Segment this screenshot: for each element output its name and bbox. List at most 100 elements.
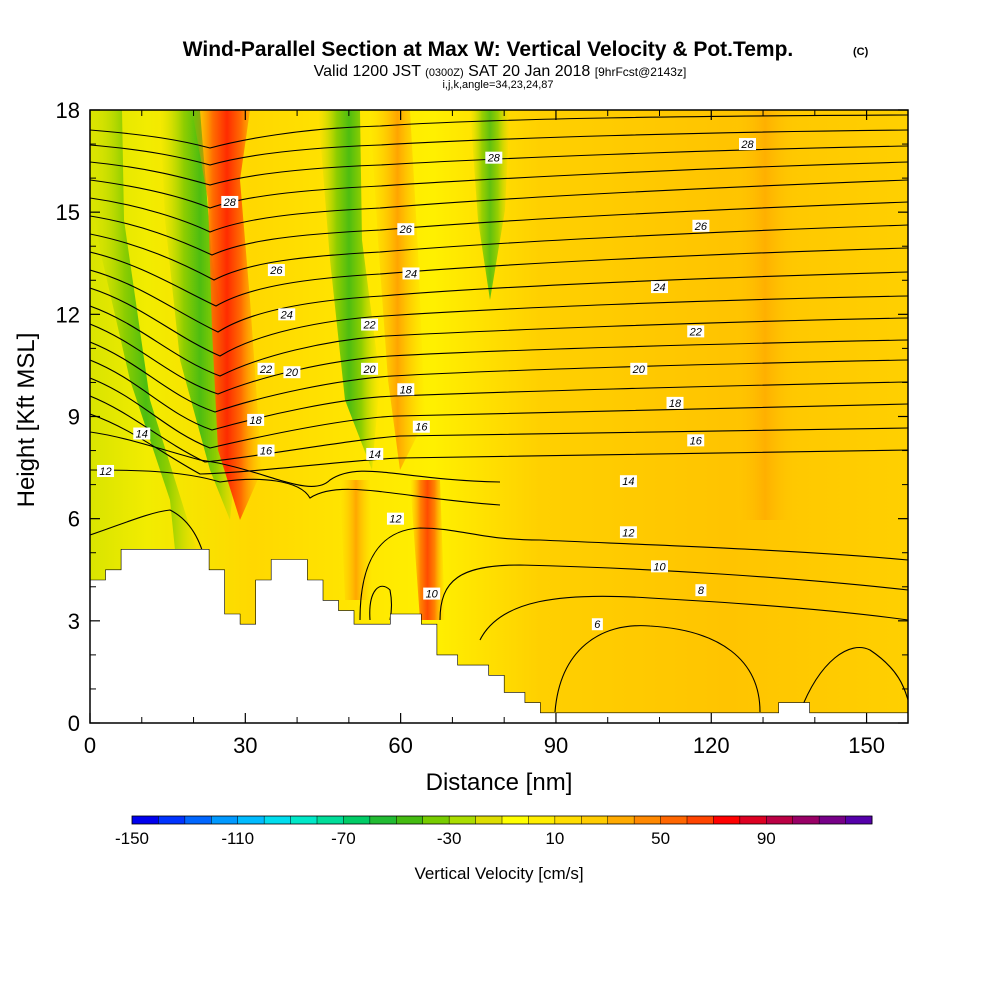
contour-label-bg xyxy=(247,413,265,426)
colorbar-swatch xyxy=(211,816,239,824)
contour-label: 14 xyxy=(622,476,634,488)
contour-label-bg xyxy=(257,362,275,375)
colorbar-swatch xyxy=(660,816,688,824)
contour-label-bg xyxy=(361,318,379,331)
contour-label: 12 xyxy=(389,514,401,526)
colorbar-swatch xyxy=(475,816,503,824)
colorbar-swatch xyxy=(766,816,794,824)
y-tick-label: 6 xyxy=(68,507,80,532)
contour-label-bg xyxy=(133,427,151,440)
contour-label-bg xyxy=(221,195,239,208)
colorbar-swatch xyxy=(158,816,186,824)
colorbar-swatch xyxy=(713,816,741,824)
colorbar-tick-label: -150 xyxy=(115,829,149,848)
theta-contour xyxy=(439,564,908,621)
contour-label-bg xyxy=(687,434,705,447)
theta-contour xyxy=(90,179,908,233)
contour-label-bg xyxy=(283,366,301,379)
theta-contour xyxy=(479,595,908,641)
theta-contour xyxy=(90,509,206,561)
contour-label: 26 xyxy=(269,265,283,277)
contour-label: 16 xyxy=(690,435,703,447)
theta-contour xyxy=(90,341,908,413)
updraft-band-lower xyxy=(410,480,445,620)
contour-label: 16 xyxy=(260,446,273,458)
contour-label-bg xyxy=(630,362,648,375)
colorbar-swatch xyxy=(607,816,635,824)
theta-contour xyxy=(799,646,908,713)
updraft-band-lower-2 xyxy=(340,480,372,600)
contour-label: 18 xyxy=(250,415,263,427)
contour-label: 24 xyxy=(652,282,665,294)
colorbar-swatch xyxy=(502,816,529,824)
subtitle-date: SAT 20 Jan 2018 xyxy=(468,63,590,80)
contour-label-bg xyxy=(278,308,296,321)
x-tick-label: 90 xyxy=(544,733,568,758)
contour-label-bg xyxy=(366,447,384,460)
theta-contour xyxy=(90,201,908,256)
theta-contour xyxy=(90,129,908,166)
contour-label-bg xyxy=(692,219,710,232)
updraft-band-central xyxy=(370,110,425,470)
y-tick-label: 0 xyxy=(68,711,80,736)
y-tick-label: 9 xyxy=(68,405,80,430)
theta-contour xyxy=(90,287,908,357)
contour-label: 8 xyxy=(698,585,705,597)
chart-subtitle: Valid 1200 JST (0300Z) SAT 20 Jan 2018 [… xyxy=(314,63,687,80)
colorbar-tick-label: -110 xyxy=(221,829,254,848)
contour-label-bg xyxy=(397,223,415,236)
y-axis-ticks: 0 3 6 9 12 15 18 xyxy=(56,98,908,736)
colorbar-swatch xyxy=(845,816,873,824)
contour-label: 22 xyxy=(689,326,702,338)
colorbar-tick-label: -70 xyxy=(331,829,356,848)
contour-label: 20 xyxy=(285,367,299,379)
colorbar-swatch xyxy=(422,816,450,824)
contour-label-bg xyxy=(397,383,415,396)
colorbar-swatch xyxy=(819,816,847,824)
theta-contour xyxy=(90,247,908,307)
plot-area: 28 28 28 26 26 26 24 24 24 22 22 22 20 20 20 18 18 18 16 16… xyxy=(90,110,908,723)
updraft-band-red xyxy=(192,110,262,520)
colorbar-swatch xyxy=(290,816,318,824)
theta-contour xyxy=(90,114,908,149)
x-tick-label: 60 xyxy=(388,733,412,758)
subtitle-valid: Valid 1200 JST xyxy=(314,63,422,80)
colorbar-swatch xyxy=(237,816,265,824)
theta-contour xyxy=(369,585,393,621)
contour-label-bg xyxy=(412,420,430,433)
subtitle-forecast: [9hrFcst@2143z] xyxy=(595,65,687,79)
chart-subtitle-indices: i,j,k,angle=34,23,24,87 xyxy=(442,79,553,91)
contour-label-bg xyxy=(666,396,684,409)
contour-label: 18 xyxy=(669,398,682,410)
y-tick-label: 3 xyxy=(68,609,80,634)
theta-contour xyxy=(90,323,908,395)
contour-label: 12 xyxy=(622,527,634,539)
contour-label: 6 xyxy=(594,619,601,631)
y-tick-label: 18 xyxy=(56,98,80,123)
theta-contours xyxy=(90,114,908,713)
contour-label: 16 xyxy=(415,422,428,434)
colorbar-tick-label: 50 xyxy=(651,829,670,848)
colorbar-swatch xyxy=(792,816,820,824)
theta-contour xyxy=(554,625,761,713)
contour-label: 22 xyxy=(362,320,375,332)
contour-label: 26 xyxy=(399,224,413,236)
contour-label: 28 xyxy=(740,139,754,151)
contour-label: 24 xyxy=(404,268,417,280)
theta-contour xyxy=(90,305,908,377)
colorbar-swatch xyxy=(449,816,477,824)
y-axis-label: Height [Kft MSL] xyxy=(13,333,40,508)
title-mark: (C) xyxy=(853,46,869,58)
colorbar-swatch xyxy=(184,816,212,824)
contour-label-bg xyxy=(423,587,441,600)
contour-label: 24 xyxy=(280,309,293,321)
theta-contour xyxy=(90,145,908,186)
colorbar-swatch xyxy=(343,816,371,824)
colorbar-tick-label: 90 xyxy=(757,829,776,848)
contour-label: 14 xyxy=(136,429,148,441)
contour-label: 28 xyxy=(487,153,501,165)
contour-label-bg xyxy=(650,560,668,573)
theta-contour xyxy=(90,359,908,431)
theta-contour xyxy=(90,469,501,506)
